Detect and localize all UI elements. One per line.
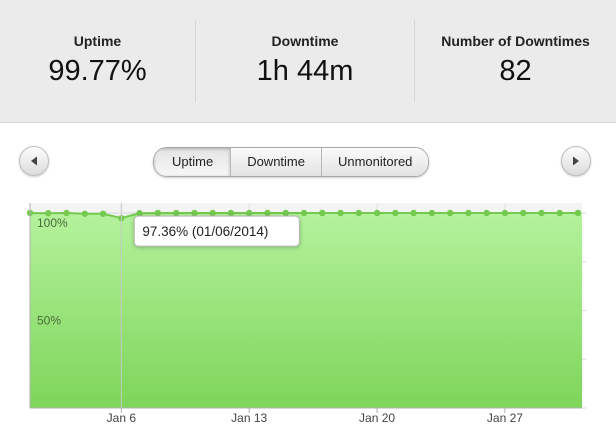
point bbox=[538, 209, 545, 217]
point bbox=[154, 209, 162, 217]
stat: Uptime 99.77% bbox=[0, 0, 195, 122]
point bbox=[556, 209, 563, 217]
point bbox=[465, 209, 472, 217]
point bbox=[392, 209, 399, 217]
stat-label: Number of Downtimes bbox=[441, 33, 590, 49]
point bbox=[45, 209, 52, 217]
point bbox=[282, 209, 289, 217]
divider bbox=[195, 20, 196, 102]
point bbox=[99, 210, 107, 217]
x-tick-label: Jan 20 bbox=[359, 411, 395, 425]
plot-background bbox=[30, 203, 582, 408]
stat: Number of Downtimes 82 bbox=[415, 0, 616, 122]
point bbox=[428, 209, 436, 217]
divider bbox=[414, 20, 415, 102]
point bbox=[191, 209, 198, 217]
y-tick-label: 100% bbox=[37, 216, 68, 230]
point bbox=[246, 209, 253, 217]
point bbox=[319, 209, 326, 217]
x-tick-label: Jan 13 bbox=[231, 411, 267, 425]
next-button[interactable] bbox=[561, 146, 591, 176]
point bbox=[26, 209, 34, 217]
point bbox=[337, 209, 344, 217]
point bbox=[574, 209, 582, 217]
tab[interactable]: Uptime bbox=[154, 148, 231, 176]
point bbox=[81, 210, 89, 217]
stat-value: 99.77% bbox=[48, 55, 147, 87]
tooltip-box bbox=[133, 215, 300, 247]
stat-value: 1h 44m bbox=[256, 55, 354, 87]
area bbox=[30, 213, 582, 408]
stats-panel: Uptime 99.77% Downtime 1h 44m Number of … bbox=[0, 0, 616, 123]
stat-label: Downtime bbox=[271, 33, 339, 49]
tab-group: Uptime Downtime Unmonitored bbox=[153, 147, 430, 177]
y-tick-label: 50% bbox=[37, 314, 61, 328]
point bbox=[209, 209, 216, 217]
x-tick-label: Jan 27 bbox=[487, 411, 523, 425]
next-icon bbox=[573, 156, 579, 166]
point bbox=[446, 209, 454, 217]
point bbox=[136, 209, 143, 217]
point bbox=[410, 209, 417, 217]
stat: Downtime 1h 44m bbox=[196, 0, 414, 122]
point bbox=[172, 209, 180, 217]
tab[interactable]: Downtime bbox=[230, 148, 321, 176]
tooltip-text: 97.36% (01/06/2014) bbox=[142, 224, 268, 239]
point bbox=[227, 209, 235, 217]
prev-icon bbox=[31, 156, 37, 166]
stat-label: Uptime bbox=[73, 33, 122, 49]
point bbox=[118, 214, 125, 222]
stat-value: 82 bbox=[499, 55, 532, 87]
line bbox=[29, 211, 578, 220]
tab[interactable]: Unmonitored bbox=[320, 148, 429, 176]
x-tick-label: Jan 6 bbox=[107, 411, 137, 425]
point bbox=[373, 209, 381, 217]
point bbox=[63, 209, 70, 217]
point bbox=[264, 209, 271, 217]
point bbox=[300, 209, 308, 217]
point bbox=[520, 209, 527, 217]
point bbox=[355, 209, 362, 217]
prev-button[interactable] bbox=[19, 146, 49, 176]
point bbox=[483, 209, 490, 217]
point bbox=[501, 209, 509, 217]
